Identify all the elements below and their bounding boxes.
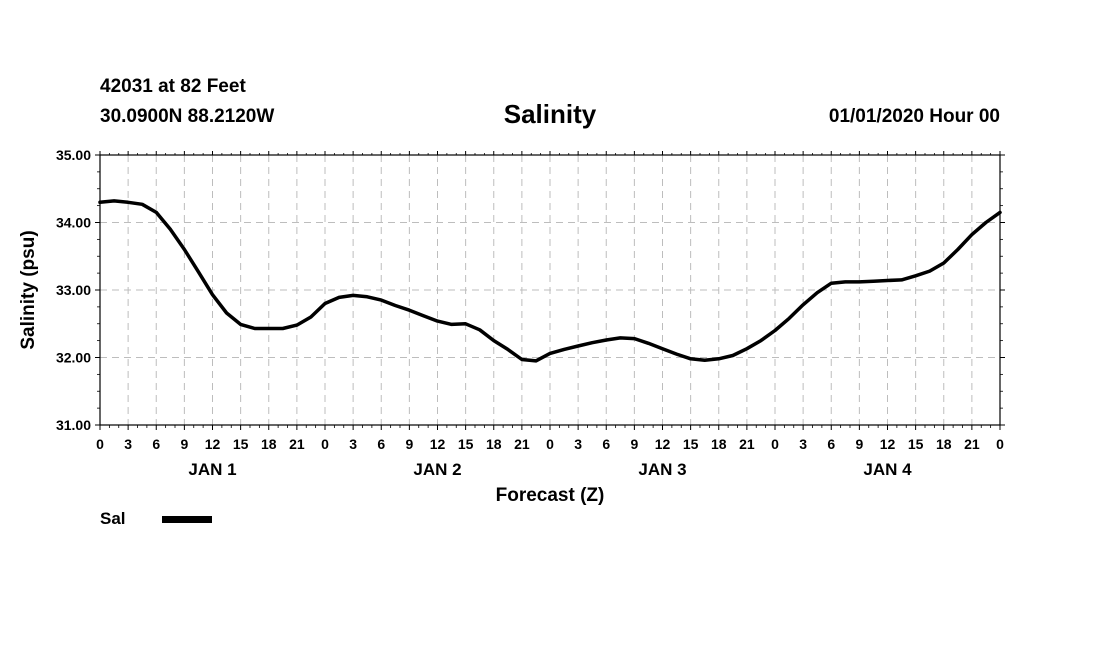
y-tick-label: 34.00 xyxy=(56,215,91,231)
x-tick-label: 0 xyxy=(771,436,779,452)
x-tick-label: 3 xyxy=(349,436,357,452)
x-tick-label: 6 xyxy=(827,436,835,452)
day-label: JAN 3 xyxy=(638,460,686,479)
x-tick-label: 3 xyxy=(799,436,807,452)
x-tick-label: 0 xyxy=(96,436,104,452)
x-tick-label: 12 xyxy=(655,436,671,452)
x-tick-label: 15 xyxy=(458,436,474,452)
x-tick-label: 9 xyxy=(855,436,863,452)
x-tick-label: 0 xyxy=(546,436,554,452)
x-tick-label: 21 xyxy=(289,436,305,452)
x-tick-label: 18 xyxy=(486,436,502,452)
series-layer xyxy=(98,199,1002,363)
x-tick-label: 9 xyxy=(405,436,413,452)
legend-swatch xyxy=(162,516,212,523)
x-tick-label: 18 xyxy=(936,436,952,452)
x-tick-label: 9 xyxy=(180,436,188,452)
axes: 0 3 6 9 12 15 18 21 0 3 6 9 12 15 18 21 0 3 6 9 12 15 18 21 0 3 6 9… xyxy=(18,147,1005,506)
x-tick-label: 21 xyxy=(514,436,530,452)
day-label: JAN 2 xyxy=(413,460,461,479)
day-label: JAN 1 xyxy=(188,460,236,479)
x-tick-label: 18 xyxy=(261,436,277,452)
y-tick-label: 35.00 xyxy=(56,147,91,163)
y-tick-label: 33.00 xyxy=(56,282,91,298)
x-tick-label: 9 xyxy=(630,436,638,452)
y-axis-title: Salinity (psu) xyxy=(18,230,39,349)
y-tick-label: 32.00 xyxy=(56,350,91,366)
legend-label: Sal xyxy=(100,509,126,528)
grid xyxy=(100,155,1000,425)
station-label: 42031 at 82 Feet xyxy=(100,76,246,97)
x-tick-label: 3 xyxy=(124,436,132,452)
x-tick-label: 12 xyxy=(430,436,446,452)
day-label: JAN 4 xyxy=(863,460,912,479)
coordinates-label: 30.0900N 88.2120W xyxy=(100,106,275,127)
x-tick-label: 3 xyxy=(574,436,582,452)
x-tick-label: 18 xyxy=(711,436,727,452)
chart-title: Salinity xyxy=(503,99,597,129)
forecast-timestamp: 01/01/2020 Hour 00 xyxy=(828,106,1000,127)
x-tick-label: 12 xyxy=(880,436,896,452)
x-tick-label: 6 xyxy=(377,436,385,452)
x-tick-label: 15 xyxy=(233,436,249,452)
x-tick-label: 15 xyxy=(683,436,699,452)
x-tick-label: 21 xyxy=(964,436,980,452)
x-tick-label: 0 xyxy=(996,436,1004,452)
x-tick-label: 15 xyxy=(908,436,924,452)
y-tick-label: 31.00 xyxy=(56,417,91,433)
x-tick-label: 6 xyxy=(602,436,610,452)
x-tick-label: 0 xyxy=(321,436,329,452)
x-tick-label: 21 xyxy=(739,436,755,452)
x-tick-label: 12 xyxy=(205,436,221,452)
x-axis-title: Forecast (Z) xyxy=(496,485,605,506)
x-tick-label: 6 xyxy=(152,436,160,452)
